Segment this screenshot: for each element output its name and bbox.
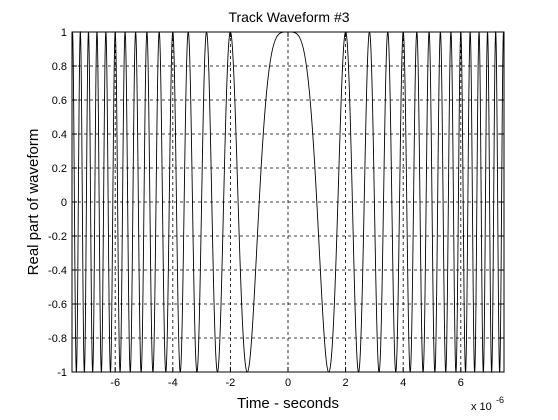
x-exponent: x 10 -6 xyxy=(471,395,504,413)
y-tick-label: -0.4 xyxy=(48,265,67,277)
x-tick-label: -2 xyxy=(226,377,236,389)
y-tick-label: 0.4 xyxy=(52,129,67,141)
x-tick-label: 0 xyxy=(285,377,291,389)
y-tick-label: 0 xyxy=(61,197,67,209)
plot-frame xyxy=(71,31,505,373)
y-tick-label: -0.8 xyxy=(48,333,67,345)
y-tick-label: 0.2 xyxy=(52,163,67,175)
y-tick-label: 0.6 xyxy=(52,95,67,107)
x-exponent-power: -6 xyxy=(496,395,504,405)
chart-title: Track Waveform #3 xyxy=(228,9,349,25)
y-tick-label: 0.8 xyxy=(52,61,67,73)
x-tick-label: 2 xyxy=(343,377,349,389)
x-tick-label: 6 xyxy=(458,377,464,389)
x-tick-label: 4 xyxy=(400,377,406,389)
y-axis-label: Real part of waveform xyxy=(25,129,42,276)
y-tick-label: -1 xyxy=(57,367,67,379)
x-exponent-base: x 10 xyxy=(471,401,492,413)
ticks: -6 -4 -2 0 2 4 6 -1 -0.8 -0.6 -0.4 -0.2 0 0.2 0.4 0.6 0.… xyxy=(48,27,504,389)
x-tick-label: -6 xyxy=(110,377,120,389)
y-tick-label: -0.2 xyxy=(48,231,67,243)
y-tick-label: 1 xyxy=(61,27,67,39)
x-axis-label: Time - seconds xyxy=(237,395,339,412)
x-tick-label: -4 xyxy=(168,377,178,389)
y-tick-label: -0.6 xyxy=(48,299,67,311)
